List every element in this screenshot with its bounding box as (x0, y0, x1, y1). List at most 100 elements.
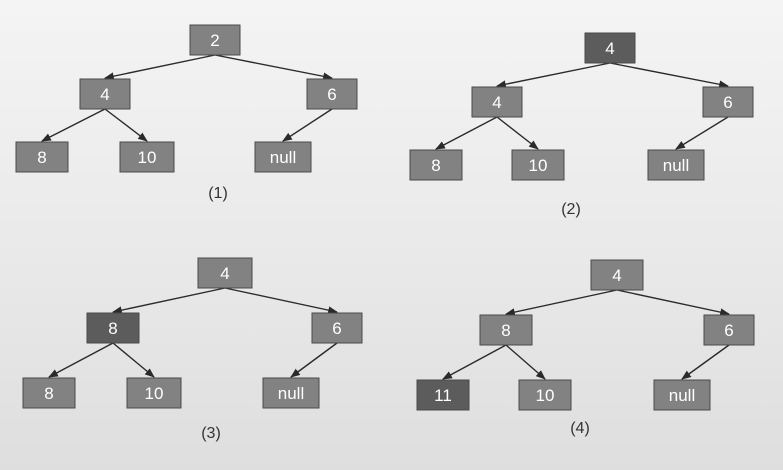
diagram-1-node-box (189, 24, 241, 56)
diagram-4-node-left: 8 (479, 314, 533, 346)
diagram-1-node-right-left: null (254, 141, 312, 173)
diagram-3-node-label: 8 (44, 384, 53, 403)
diagram-1-node-label: 8 (37, 148, 46, 167)
diagram-1-edge-root-to-right (214, 54, 333, 81)
diagram-2-node-box (584, 32, 636, 64)
diagram-3-node-left-left: 8 (22, 377, 76, 409)
diagram-2-node-label: 10 (529, 156, 548, 175)
diagram-4-node-box (479, 314, 533, 346)
diagram-4-node-box (518, 379, 572, 411)
diagram-4-node-box (703, 314, 755, 346)
diagram-1-node-left-left: 8 (15, 141, 69, 173)
edges-layer (41, 54, 730, 380)
diagram-4-edge-left-to-left-left (442, 344, 507, 380)
diagram-1-node-root: 2 (189, 24, 241, 56)
diagram-2-node-label: 8 (431, 156, 440, 175)
diagram-1-node-box (306, 78, 358, 110)
diagram-1-edge-root-to-left (104, 54, 216, 81)
diagram-3-node-box (86, 312, 140, 344)
diagram-2-node-box (409, 149, 463, 181)
diagram-2-node-left-right: 10 (511, 149, 565, 181)
diagram-1-edge-left-to-left-right (104, 108, 148, 142)
diagram-2-node-box (471, 86, 523, 118)
diagram-1-node-label: 10 (138, 148, 157, 167)
diagram-3-edge-right-to-right-left (290, 342, 338, 378)
diagram-4-node-box (590, 259, 644, 291)
diagram-2-edge-right-to-right-left (675, 116, 729, 150)
diagram-2-edge-left-to-left-right (496, 116, 539, 150)
diagram-3-node-box (311, 312, 363, 344)
diagram-4-node-root: 4 (590, 259, 644, 291)
diagram-2-node-box (511, 149, 565, 181)
diagram-2-node-box (647, 149, 705, 181)
diagram-4-node-box (653, 379, 711, 411)
diagram-3-node-left: 8 (86, 312, 140, 344)
diagram-2-edge-root-to-left (496, 62, 611, 89)
diagram-2-node-label: 4 (605, 39, 614, 58)
diagram-3-caption: (3) (201, 425, 221, 442)
diagram-4-edge-left-to-left-right (505, 344, 546, 380)
nodes-layer: 2 4 6 8 10 null 4 4 6 8 10 null 4 8 6 8 10 null 4 8 6 11 10 nul… (15, 24, 755, 411)
diagram-1-node-label: 4 (100, 85, 109, 104)
diagram-3-node-root: 4 (197, 257, 253, 289)
diagram-4-node-label: null (669, 386, 695, 405)
diagram-4-caption: (4) (570, 420, 590, 437)
diagram-1-edge-right-to-right-left (282, 108, 333, 142)
diagram-2-node-label: 4 (492, 93, 501, 112)
diagram-2-node-label: 6 (723, 93, 732, 112)
diagram-4-edge-root-to-right (616, 289, 730, 316)
diagram-4-node-right: 6 (703, 314, 755, 346)
diagram-4-node-left-right: 10 (518, 379, 572, 411)
diagram-2-edge-left-to-left-left (435, 116, 498, 150)
diagram-2-edge-root-to-right (609, 62, 729, 89)
diagram-1-caption: (1) (208, 185, 228, 202)
diagram-3-node-label: null (278, 384, 304, 403)
diagram-3-node-box (262, 377, 320, 409)
diagram-3-node-right: 6 (311, 312, 363, 344)
diagram-3-edge-root-to-left (112, 287, 226, 314)
diagram-4-node-label: 10 (536, 386, 555, 405)
diagram-4-edge-right-to-right-left (681, 344, 730, 380)
diagram-3-node-box (126, 377, 182, 409)
diagram-3-edge-left-to-left-right (112, 342, 155, 378)
diagram-2-node-right: 6 (702, 86, 754, 118)
diagram-2-node-left: 4 (471, 86, 523, 118)
diagram-2-node-left-left: 8 (409, 149, 463, 181)
diagram-4-edge-root-to-left (505, 289, 618, 316)
diagram-3-node-label: 10 (145, 384, 164, 403)
diagram-4-node-label: 8 (501, 321, 510, 340)
diagram-3-node-left-right: 10 (126, 377, 182, 409)
diagram-2-node-right-left: null (647, 149, 705, 181)
diagram-4-node-right-left: null (653, 379, 711, 411)
diagram-4-node-left-left: 11 (416, 379, 470, 411)
diagram-2-caption: (2) (561, 201, 581, 218)
diagram-4-node-label: 4 (612, 266, 621, 285)
diagram-4-node-label: 11 (434, 386, 452, 405)
diagram-3-edge-root-to-right (224, 287, 338, 314)
diagram-4-node-box (416, 379, 470, 411)
diagram-1-node-box (79, 78, 131, 110)
diagram-2-node-box (702, 86, 754, 118)
diagram-4-node-label: 6 (724, 321, 733, 340)
diagram-1-node-right: 6 (306, 78, 358, 110)
diagram-3-node-right-left: null (262, 377, 320, 409)
captions-layer: (1) (2) (3) (4) (201, 185, 590, 442)
diagram-1-node-box (15, 141, 69, 173)
diagram-3-edge-left-to-left-left (48, 342, 114, 378)
diagram-1-node-left: 4 (79, 78, 131, 110)
diagram-1-node-box (254, 141, 312, 173)
diagram-3-node-label: 6 (332, 319, 341, 338)
diagram-1-edge-left-to-left-left (41, 108, 106, 142)
diagram-1-node-left-right: 10 (119, 141, 175, 173)
diagram-2-node-root: 4 (584, 32, 636, 64)
diagram-3-node-label: 8 (108, 319, 117, 338)
diagram-3-node-label: 4 (220, 264, 229, 283)
diagram-1-node-label: 2 (210, 31, 219, 50)
diagram-1-node-label: 6 (327, 85, 336, 104)
diagram-1-node-box (119, 141, 175, 173)
diagram-3-node-box (22, 377, 76, 409)
diagram-2-node-label: null (663, 156, 689, 175)
diagram-1-node-label: null (270, 148, 296, 167)
diagram-3-node-box (197, 257, 253, 289)
